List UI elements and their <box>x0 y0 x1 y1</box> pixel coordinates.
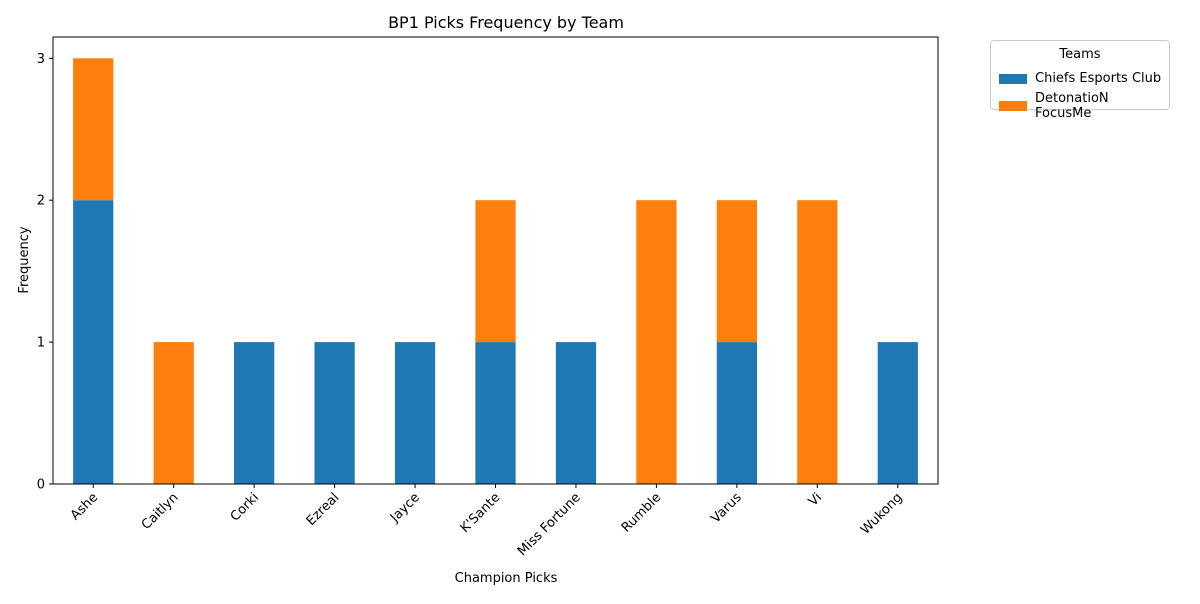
x-tick-label-8: Varus <box>708 490 744 526</box>
bar-chiefs-3 <box>314 342 355 484</box>
x-tick-label-6: Miss Fortune <box>515 490 584 559</box>
legend-swatch-detonation <box>999 101 1027 111</box>
bar-detonation-8 <box>716 200 757 343</box>
x-tick-label-5: K'Sante <box>458 490 504 536</box>
bar-chiefs-5 <box>475 342 516 484</box>
legend-title: Teams <box>1059 47 1101 62</box>
x-tick-label-2: Corki <box>228 490 262 524</box>
bar-chiefs-2 <box>234 342 275 484</box>
legend-swatch-chiefs <box>999 73 1027 84</box>
x-tick-label-9: Vi <box>806 490 825 509</box>
x-tick-label-7: Rumble <box>619 490 664 535</box>
bar-chiefs-10 <box>877 342 918 484</box>
y-tick-label-0: 0 <box>37 478 45 493</box>
chart-title: BP1 Picks Frequency by Team <box>388 13 624 32</box>
x-tick-label-4: Jayce <box>387 490 423 526</box>
bar-chiefs-6 <box>555 342 597 484</box>
y-axis-label: Frequency <box>17 226 32 293</box>
x-tick-label-0: Ashe <box>68 490 101 523</box>
plot-area: 0 1 2 3 Ashe Caitlyn Corki Ezreal Jayce K'Sante Mi… <box>37 36 939 559</box>
y-tick-label-2: 2 <box>37 194 45 209</box>
bar-detonation-1 <box>153 342 194 484</box>
x-tick-label-3: Ezreal <box>304 490 343 529</box>
legend-item-chiefs: Chiefs Esports Club <box>999 71 1161 86</box>
y-tick-label-1: 1 <box>37 336 45 351</box>
bar-detonation-7 <box>636 200 677 484</box>
legend-label-detonation: DetonatioN FocusMe <box>1035 91 1109 121</box>
bar-chiefs-0 <box>73 200 114 484</box>
legend-item-detonation: DetonatioN FocusMe <box>999 91 1169 121</box>
bar-chiefs-4 <box>394 342 436 484</box>
legend-label-chiefs: Chiefs Esports Club <box>1035 71 1162 86</box>
x-axis-label: Champion Picks <box>455 571 558 586</box>
x-tick-label-1: Caitlyn <box>139 490 182 533</box>
bar-detonation-9 <box>797 200 838 484</box>
y-tick-label-3: 3 <box>37 52 45 67</box>
bar-detonation-0 <box>73 58 114 201</box>
legend: Teams Chiefs Esports Club DetonatioN Foc… <box>990 40 1170 121</box>
bar-detonation-5 <box>475 200 516 343</box>
bar-chiefs-8 <box>716 342 757 484</box>
x-tick-label-10: Wukong <box>858 490 905 537</box>
